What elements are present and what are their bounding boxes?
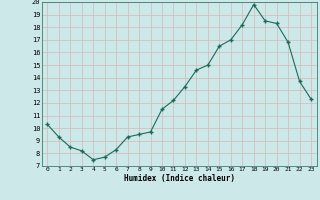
- X-axis label: Humidex (Indice chaleur): Humidex (Indice chaleur): [124, 174, 235, 183]
